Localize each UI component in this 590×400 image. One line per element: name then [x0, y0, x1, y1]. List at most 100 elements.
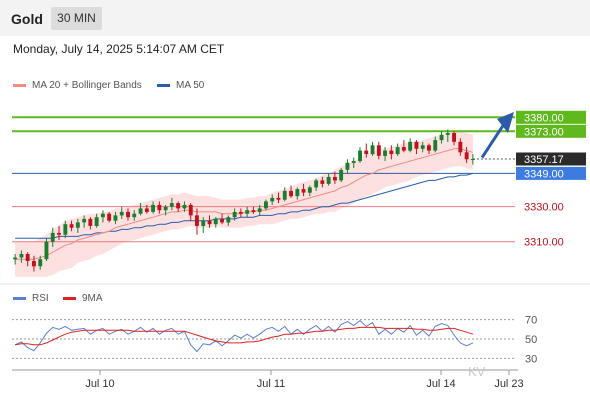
legend-ma20-swatch [13, 84, 26, 87]
candle-body [119, 211, 124, 216]
candle-body [82, 218, 87, 223]
candle-body [276, 197, 281, 200]
timeframe-badge[interactable]: 30 MIN [51, 7, 102, 30]
candle-body [452, 133, 456, 142]
candle-body [201, 220, 206, 226]
candle-body [176, 203, 181, 209]
candle-body [314, 180, 319, 188]
candle-body [257, 208, 262, 212]
legend-ma50-swatch [157, 84, 170, 87]
ma20-line [15, 148, 474, 260]
candle-body [182, 204, 187, 209]
level-label-4: 3330.00 [524, 202, 564, 214]
candle-body [151, 204, 155, 212]
candle-body [157, 204, 162, 211]
legend-ma20-label: MA 20 + Bollinger Bands [32, 80, 142, 91]
candle-body [470, 159, 475, 160]
candle-body [401, 147, 406, 151]
candle-body [220, 218, 224, 223]
candle-body [433, 140, 438, 151]
level-label-2: 3357.17 [524, 154, 564, 166]
candle-body [13, 257, 18, 260]
candle-body [445, 133, 450, 135]
legend-rsi: RSI [13, 293, 49, 304]
legend-rsi-ma-swatch [63, 297, 76, 300]
candle-body [195, 215, 199, 226]
candle-body [307, 187, 312, 193]
candle-body [213, 218, 218, 225]
x-tick-label: Jul 23 [494, 378, 523, 390]
candle-body [358, 150, 362, 162]
rsi-tick-label: 70 [525, 315, 537, 327]
forecast-arrow [480, 121, 507, 159]
candle-body [207, 220, 212, 225]
symbol-title: Gold [11, 11, 43, 27]
forecast-arrowhead [497, 112, 514, 133]
rsi-tick-label: 30 [525, 353, 537, 365]
level-label-box-2 [516, 152, 586, 166]
level-label-box-0 [516, 110, 586, 124]
candle-body [251, 210, 256, 212]
x-tick-label: Jul 10 [85, 378, 114, 390]
level-label-5: 3310.00 [524, 237, 564, 249]
candle-body [38, 259, 43, 267]
candle-body [188, 204, 193, 216]
candle-body [163, 206, 168, 211]
candle-body [351, 161, 356, 163]
candle-body [439, 134, 444, 141]
bollinger-band [15, 131, 473, 277]
legend-ma20-bb: MA 20 + Bollinger Bands [13, 80, 142, 91]
candle-body [94, 217, 99, 226]
rsi-tick-label: 50 [525, 334, 537, 346]
candle-body [57, 232, 61, 235]
candle-body [75, 222, 80, 228]
candle-body [169, 203, 174, 207]
candle-body [238, 211, 243, 214]
candle-body [339, 169, 344, 181]
legend-rsi-swatch [13, 297, 26, 300]
candle-body [376, 145, 381, 156]
ma50-line [15, 172, 474, 239]
legend-ma50: MA 50 [157, 80, 204, 91]
candle-body [270, 197, 275, 202]
legend-rsi-ma-label: 9MA [82, 293, 103, 304]
candle-body [19, 254, 24, 258]
candle-body [32, 261, 36, 267]
candle-body [69, 224, 74, 228]
candles [13, 129, 475, 272]
candle-body [389, 150, 394, 155]
x-tick-label: Jul 11 [257, 378, 286, 390]
candle-body [395, 147, 400, 155]
candle-body [226, 217, 231, 223]
candle-body [88, 218, 93, 226]
rsi-line [14, 319, 474, 353]
candle-body [364, 150, 369, 155]
candle-body [301, 189, 306, 193]
legend-ma50-label: MA 50 [176, 80, 205, 91]
candle-body [326, 176, 331, 184]
candle-body [345, 162, 350, 170]
candle-body [408, 141, 413, 151]
candle-body [101, 213, 105, 218]
candle-body [245, 210, 250, 214]
level-label-1: 3373.00 [524, 126, 564, 138]
candle-body [113, 215, 118, 221]
candle-body [44, 241, 49, 260]
watermark: KV [468, 364, 486, 379]
x-tick-label: Jul 14 [426, 378, 455, 390]
chart-datetime: Monday, July 14, 2025 5:14:07 AM CET [13, 42, 225, 56]
candle-body [458, 141, 463, 153]
candle-body [50, 232, 55, 242]
level-label-box-1 [516, 124, 586, 138]
candle-body [333, 176, 337, 181]
level-label-0: 3380.00 [524, 112, 564, 124]
candle-body [383, 150, 387, 156]
candle-body [427, 145, 431, 151]
candle-body [320, 180, 325, 184]
candle-body [63, 224, 68, 235]
candle-body [264, 201, 268, 209]
candle-body [232, 211, 237, 218]
candle-body [107, 213, 112, 221]
candle-body [295, 189, 300, 197]
